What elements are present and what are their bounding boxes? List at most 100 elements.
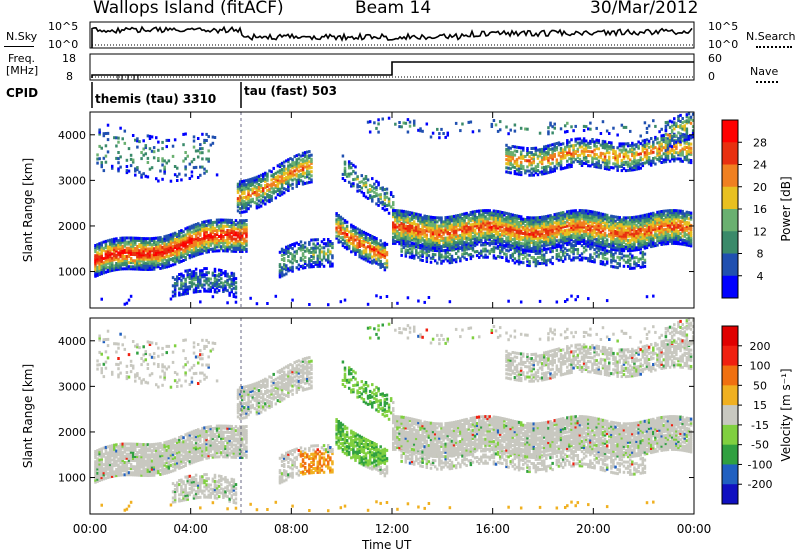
- data-cell: [129, 236, 133, 240]
- data-cell: [515, 220, 519, 224]
- data-cell: [211, 283, 215, 287]
- data-cell: [517, 250, 521, 254]
- data-cell: [194, 239, 198, 243]
- data-cell: [398, 209, 401, 213]
- data-cell: [616, 222, 619, 225]
- data-cell: [505, 259, 508, 263]
- data-cell: [379, 186, 382, 190]
- data-cell: [423, 222, 426, 226]
- data-cell: [205, 281, 208, 285]
- data-cell: [496, 246, 500, 250]
- data-cell: [270, 184, 273, 188]
- data-cell: [96, 269, 99, 273]
- data-cell: [400, 217, 403, 221]
- data-cell: [175, 245, 179, 249]
- data-cell: [599, 234, 603, 238]
- data-cell: [115, 257, 118, 261]
- data-cell: [169, 253, 173, 257]
- data-cell: [194, 251, 198, 255]
- data-cell: [427, 227, 431, 231]
- data-cell: [161, 177, 164, 181]
- data-cell: [341, 238, 345, 241]
- data-cell: [144, 253, 148, 257]
- data-cell: [436, 245, 439, 248]
- data-cell: [421, 238, 424, 242]
- data-cell: [538, 249, 542, 253]
- data-cell: [559, 223, 563, 227]
- data-cell: [282, 267, 286, 271]
- data-cell: [282, 248, 286, 252]
- data-cell: [563, 212, 567, 216]
- data-cell: [545, 233, 548, 237]
- data-cell: [561, 249, 565, 253]
- data-cell: [184, 157, 187, 161]
- data-cell: [486, 217, 489, 221]
- data-cell: [595, 223, 598, 227]
- data-cell: [616, 133, 619, 137]
- data-cell: [597, 244, 601, 248]
- data-cell: [129, 164, 133, 168]
- data-cell: [563, 300, 567, 303]
- data-cell: [228, 233, 231, 237]
- data-cell: [186, 289, 189, 293]
- data-cell: [412, 242, 416, 246]
- data-cell: [498, 233, 502, 237]
- data-cell: [597, 228, 601, 232]
- data-cell: [509, 167, 512, 171]
- data-cell: [589, 240, 592, 244]
- data-cell: [444, 242, 447, 246]
- data-cell: [419, 232, 422, 236]
- data-cell: [431, 244, 435, 248]
- data-cell: [104, 258, 108, 262]
- data-cell: [545, 167, 548, 171]
- data-cell: [545, 165, 548, 169]
- data-cell: [106, 257, 110, 261]
- data-cell: [274, 190, 278, 194]
- data-cell: [115, 243, 118, 247]
- data-cell: [568, 248, 571, 252]
- data-cell: [165, 234, 168, 238]
- data-cell: [102, 271, 106, 275]
- data-cell: [335, 228, 338, 232]
- data-cell: [194, 273, 198, 277]
- data-cell: [306, 171, 309, 175]
- data-cell: [524, 171, 527, 175]
- data-cell: [532, 224, 536, 228]
- data-cell: [572, 154, 575, 158]
- data-cell: [140, 175, 143, 179]
- data-cell: [505, 248, 508, 252]
- data-cell: [515, 168, 519, 172]
- data-cell: [287, 158, 290, 162]
- data-cell: [312, 250, 315, 254]
- data-cell: [402, 228, 405, 232]
- data-cell: [243, 241, 246, 245]
- data-cell: [501, 217, 504, 221]
- data-cell: [257, 199, 261, 203]
- data-cell: [410, 217, 414, 221]
- data-cell: [381, 263, 385, 266]
- data-cell: [222, 288, 225, 291]
- data-cell: [188, 177, 192, 180]
- data-cell: [614, 223, 617, 227]
- data-cell: [608, 155, 611, 159]
- data-cell: [457, 249, 460, 253]
- data-cell: [532, 167, 536, 171]
- data-cell: [526, 153, 529, 157]
- data-cell: [364, 246, 368, 250]
- data-cell: [589, 259, 592, 263]
- data-cell: [597, 236, 601, 240]
- data-cell: [421, 230, 424, 234]
- data-cell: [511, 254, 515, 258]
- data-cell: [207, 223, 210, 227]
- data-cell: [196, 226, 200, 230]
- data-cell: [473, 234, 477, 238]
- data-cell: [364, 258, 368, 262]
- data-cell: [517, 164, 521, 168]
- data-cell: [278, 273, 282, 277]
- data-cell: [201, 165, 204, 169]
- data-cell: [582, 223, 586, 227]
- data-cell: [224, 239, 227, 243]
- data-cell: [291, 170, 294, 174]
- data-cell: [396, 213, 399, 217]
- data-cell: [148, 241, 152, 245]
